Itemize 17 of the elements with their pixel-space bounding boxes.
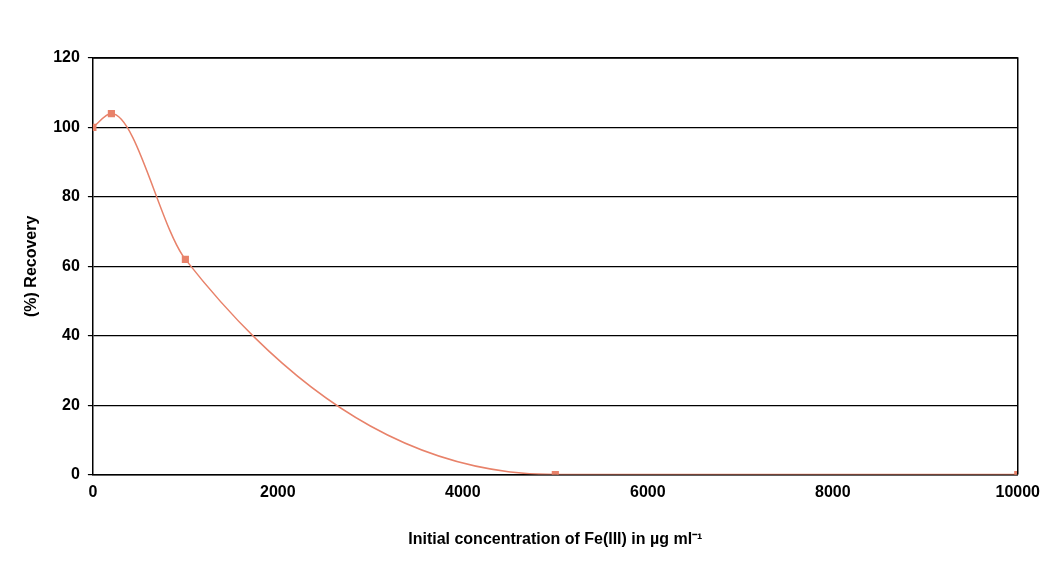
x-tick-label: 8000 xyxy=(814,482,851,500)
x-tick-label: 10000 xyxy=(995,482,1041,500)
y-tick-label: 60 xyxy=(62,256,80,274)
y-tick-label: 120 xyxy=(53,48,80,66)
y-tick-label: 40 xyxy=(62,326,80,344)
x-axis-title: Initial concentration of Fe(III) in µg ml⁻¹ xyxy=(408,529,703,547)
point xyxy=(181,255,189,263)
x-tick-label: 4000 xyxy=(445,482,481,500)
x-tick-label: 6000 xyxy=(630,482,666,500)
y-tick-label: 100 xyxy=(53,117,80,135)
x-tick-label: 0 xyxy=(88,482,98,500)
x-tick-label: 2000 xyxy=(260,482,296,500)
y-tick-label: 0 xyxy=(70,465,80,483)
point xyxy=(107,109,115,118)
y-axis-title: (%) Recovery xyxy=(22,215,40,317)
y-tick-label: 80 xyxy=(62,187,80,205)
y-tick-label: 20 xyxy=(62,395,80,413)
